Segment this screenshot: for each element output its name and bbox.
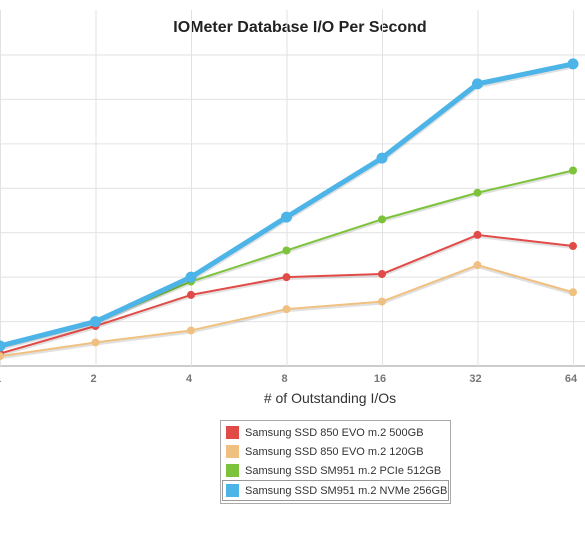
data-point bbox=[473, 230, 482, 239]
data-point bbox=[0, 352, 4, 361]
data-point bbox=[567, 58, 579, 70]
x-tick-label: 16 bbox=[374, 373, 386, 385]
data-point bbox=[378, 215, 386, 224]
data-point bbox=[378, 270, 386, 279]
legend-swatch bbox=[226, 484, 239, 497]
series-2 bbox=[0, 261, 577, 361]
data-point bbox=[90, 316, 101, 328]
data-point bbox=[376, 152, 388, 164]
legend-item[interactable]: Samsung SSD 850 EVO m.2 500GB bbox=[223, 423, 447, 442]
x-axis-title: # of Outstanding I/Os bbox=[263, 390, 397, 406]
data-point bbox=[282, 273, 291, 282]
legend: Samsung SSD 850 EVO m.2 500GB Samsung SSD… bbox=[220, 420, 452, 504]
data-point bbox=[282, 305, 291, 314]
data-point bbox=[0, 340, 6, 352]
data-point bbox=[378, 297, 386, 306]
data-point bbox=[281, 211, 292, 223]
legend-label: Samsung SSD 850 EVO m.2 120GB bbox=[245, 445, 424, 458]
legend-item[interactable]: Samsung SSD 850 EVO m.2 120GB bbox=[223, 442, 447, 461]
legend-swatch bbox=[226, 426, 239, 439]
x-tick-label: 8 bbox=[281, 373, 287, 385]
x-tick-label: 4 bbox=[186, 373, 193, 385]
data-point bbox=[282, 246, 291, 255]
legend-label: Samsung SSD SM951 m.2 PCIe 512GB bbox=[245, 464, 442, 477]
data-point bbox=[187, 326, 195, 335]
data-point bbox=[473, 188, 482, 197]
data-point bbox=[569, 242, 577, 251]
series-4 bbox=[0, 58, 579, 352]
legend-swatch bbox=[226, 445, 239, 458]
legend-label: Samsung SSD SM951 m.2 NVMe 256GB bbox=[245, 484, 448, 497]
data-point bbox=[472, 78, 483, 90]
data-point bbox=[185, 271, 197, 283]
x-tick-label: 64 bbox=[565, 373, 578, 385]
legend-swatch bbox=[226, 464, 239, 477]
x-tick-label: 1 bbox=[0, 373, 1, 385]
x-tick-labels: 1 2 4 8 16 32 64 bbox=[0, 373, 578, 385]
data-point bbox=[569, 288, 577, 297]
data-point bbox=[91, 338, 100, 347]
series-lines bbox=[0, 58, 579, 361]
x-tick-label: 2 bbox=[90, 373, 96, 385]
legend-label: Samsung SSD 850 EVO m.2 500GB bbox=[245, 426, 424, 439]
legend-item[interactable]: Samsung SSD SM951 m.2 NVMe 256GB bbox=[222, 480, 450, 501]
data-point bbox=[187, 290, 195, 299]
chart-title: IOMeter Database I/O Per Second bbox=[173, 19, 427, 36]
x-tick-label: 32 bbox=[469, 373, 481, 385]
data-point bbox=[473, 261, 482, 270]
data-point bbox=[569, 166, 577, 175]
legend-item[interactable]: Samsung SSD SM951 m.2 PCIe 512GB bbox=[223, 461, 447, 480]
